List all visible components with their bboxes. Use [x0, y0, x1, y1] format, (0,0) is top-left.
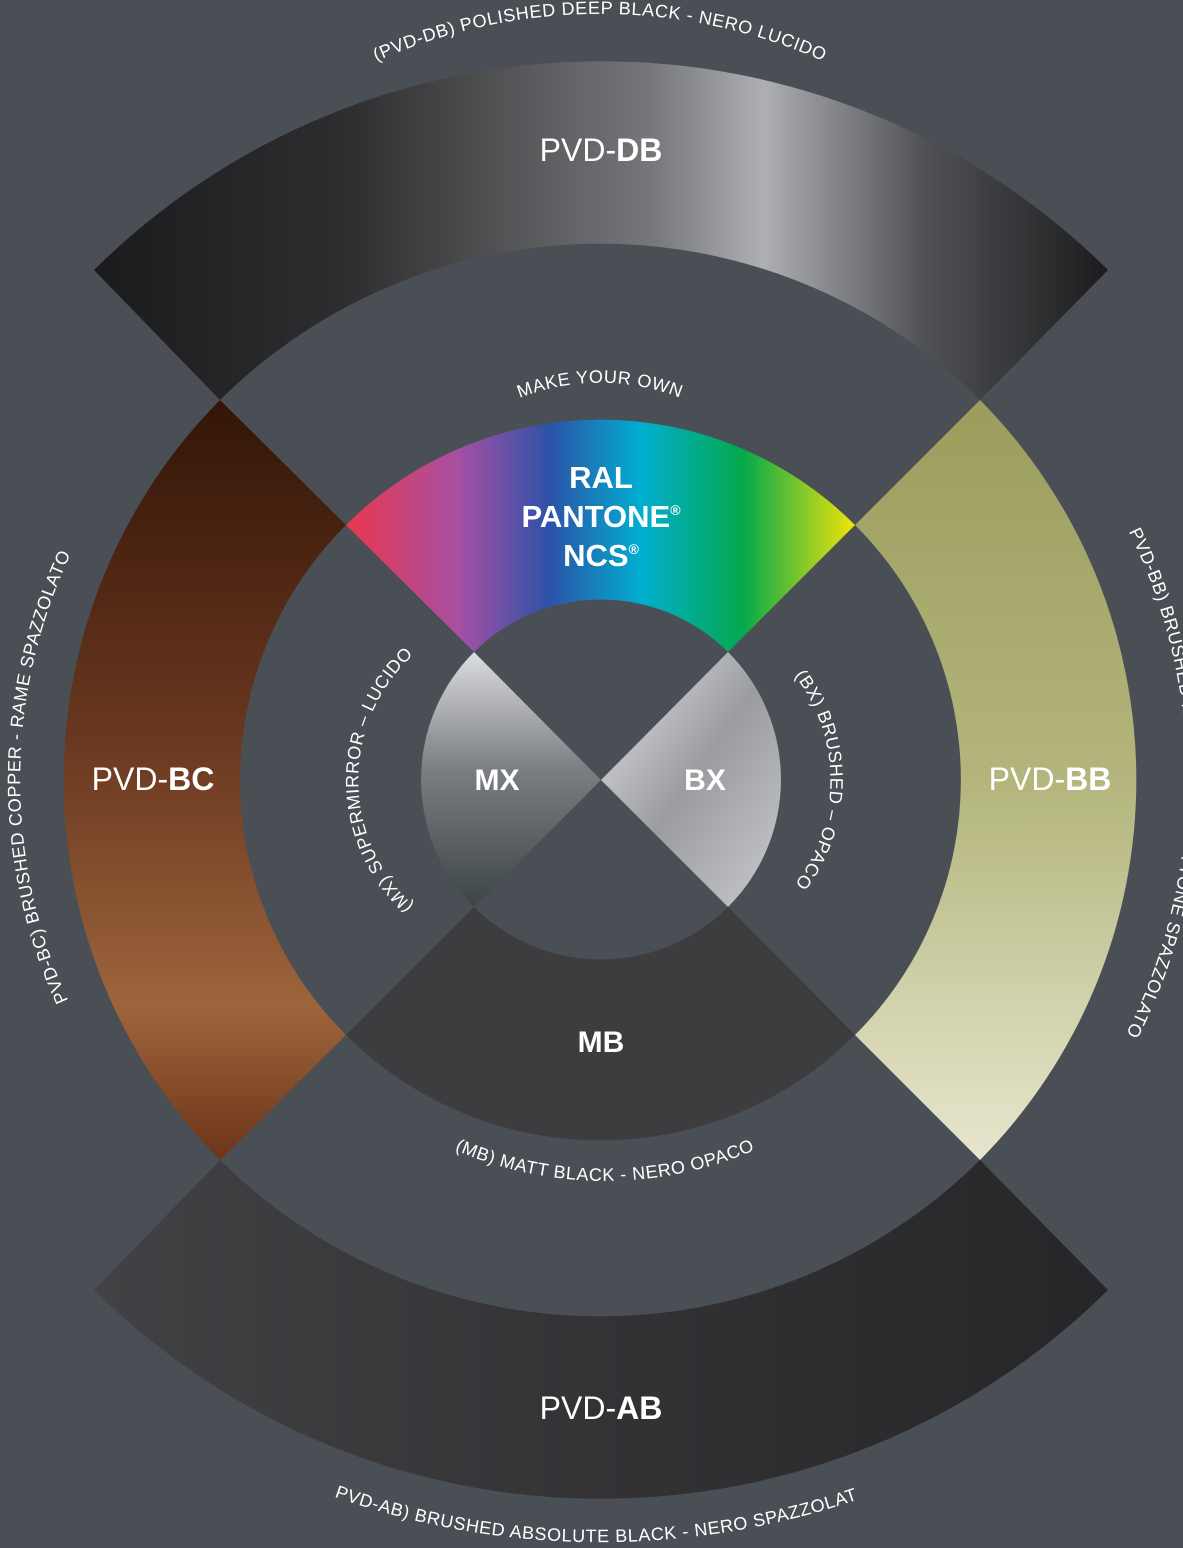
- segment-custom-colors: [346, 419, 855, 652]
- label-mx: MX: [475, 764, 520, 797]
- segment-mb: [346, 907, 855, 1141]
- label-bx: BX: [684, 764, 726, 797]
- label-pvd-ab: PVD-AB: [540, 1390, 663, 1426]
- segment-pvd-bb: [855, 400, 1137, 1160]
- segment-mx: [421, 652, 601, 907]
- label-mb: MB: [578, 1026, 625, 1059]
- label-ral: RAL: [569, 460, 633, 495]
- label-pvd-bb: PVD-BB: [989, 761, 1112, 797]
- label-pvd-db: PVD-DB: [540, 132, 663, 168]
- segment-bx: [601, 652, 781, 907]
- label-pantone: PANTONE®: [521, 499, 681, 534]
- segment-pvd-bc: [63, 400, 346, 1160]
- label-ncs: NCS®: [563, 538, 639, 573]
- segment-pvd-db: [94, 61, 1108, 400]
- label-pvd-bc: PVD-BC: [92, 761, 215, 797]
- segment-pvd-ab: [94, 1160, 1108, 1499]
